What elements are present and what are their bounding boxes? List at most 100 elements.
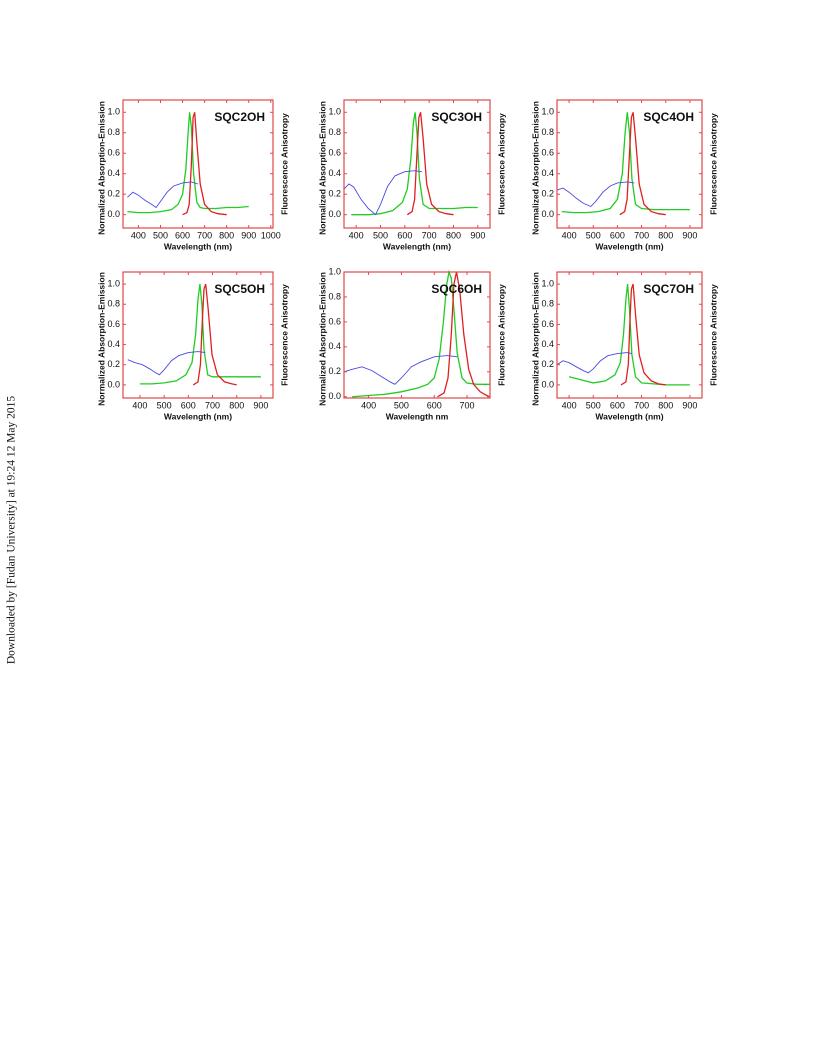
chart-title: SQC5OH: [214, 282, 265, 296]
y2-axis-label: Fluorescence Anisotropy: [279, 113, 289, 215]
x-tick-label: 400: [131, 230, 146, 240]
x-axis-label: Wavelength (nm): [595, 411, 663, 421]
x-tick-label: 800: [446, 230, 461, 240]
y-tick-label: 0.8: [328, 291, 341, 301]
y-axis-label: Normalized Absorption-Emission: [317, 272, 327, 406]
x-tick-label: 900: [470, 230, 485, 240]
y-tick-label: 0.4: [328, 341, 341, 351]
y-axis-label: Normalized Absorption-Emission: [317, 101, 327, 235]
x-axis-label: Wavelength (nm): [595, 241, 663, 251]
chart: 400 500 600 700 800 900 0.0 0.2 0.4 0.6 0.8 1.0 SQC4…: [530, 99, 718, 251]
y-tick-label: 0.4: [107, 339, 120, 349]
y2-axis-label: Fluorescence Anisotropy: [496, 113, 506, 215]
x-tick-label: 700: [197, 230, 212, 240]
y-tick-label: 0.6: [107, 148, 120, 158]
y-tick-label: 0.8: [107, 299, 120, 309]
y-tick-label: 0.0: [107, 209, 120, 219]
plot-frame: [556, 271, 703, 399]
y-tick-label: 1.0: [107, 107, 120, 117]
x-tick-label: 500: [153, 230, 168, 240]
data-line: [437, 271, 491, 398]
y-tick-label: 1.0: [328, 266, 341, 276]
plot-frame: [556, 99, 703, 229]
y-axis-label: Normalized Absorption-Emission: [96, 272, 106, 406]
x-tick-label: 800: [658, 400, 673, 410]
chart-title: SQC4OH: [643, 110, 694, 124]
data-line: [556, 352, 632, 374]
x-tick-label: 700: [634, 230, 649, 240]
y-tick-label: 1.0: [541, 107, 554, 117]
x-tick-label: 900: [241, 230, 256, 240]
y-tick-label: 0.0: [107, 379, 120, 389]
y-axis-label: Normalized Absorption-Emission: [530, 272, 540, 406]
y-tick-label: 0.0: [328, 391, 341, 401]
x-tick-label: 500: [586, 400, 601, 410]
chart: 400 500 600 700 800 900 1000 0.0 0.2 0.4 0.6 0.8 1.0…: [96, 99, 289, 251]
y-tick-label: 0.0: [328, 209, 341, 219]
x-tick-label: 500: [157, 400, 172, 410]
chart-title: SQC3OH: [431, 110, 482, 124]
x-tick-label: 900: [682, 400, 697, 410]
y2-axis-label: Fluorescence Anisotropy: [708, 113, 718, 215]
x-tick-label: 800: [658, 230, 673, 240]
x-tick-label: 1000: [261, 230, 281, 240]
plot-frame: [343, 99, 491, 229]
y-tick-label: 0.6: [328, 316, 341, 326]
side-note: Downloaded by [Fudan University] at 19:2…: [6, 396, 18, 665]
x-tick-label: 600: [397, 230, 412, 240]
y-tick-label: 1.0: [107, 278, 120, 288]
y-axis-label: Normalized Absorption-Emission: [96, 101, 106, 235]
x-tick-label: 800: [229, 400, 244, 410]
x-tick-label: 500: [394, 400, 409, 410]
x-tick-label: 700: [460, 400, 475, 410]
data-line: [139, 284, 261, 385]
y-tick-label: 0.6: [328, 148, 341, 158]
data-line: [619, 112, 666, 216]
x-tick-label: 700: [422, 230, 437, 240]
y-tick-label: 0.0: [541, 379, 554, 389]
x-tick-label: 400: [132, 400, 147, 410]
y-tick-label: 0.8: [541, 127, 554, 137]
x-tick-label: 900: [253, 400, 268, 410]
x-axis-label: Wavelength (nm): [383, 241, 451, 251]
x-tick-label: 400: [562, 400, 577, 410]
x-axis-label: Wavelength nm: [386, 411, 449, 421]
plot-frame: [343, 271, 491, 399]
y-tick-label: 0.6: [541, 319, 554, 329]
chart-title: SQC2OH: [214, 110, 265, 124]
x-tick-label: 500: [586, 230, 601, 240]
y-tick-label: 0.4: [541, 168, 554, 178]
y-tick-label: 0.4: [541, 339, 554, 349]
data-line: [352, 269, 490, 398]
x-axis-label: Wavelength (nm): [164, 411, 232, 421]
data-line: [127, 181, 199, 209]
x-tick-label: 700: [634, 400, 649, 410]
y2-axis-label: Fluorescence Anisotropy: [708, 284, 718, 386]
y-tick-label: 0.8: [328, 127, 341, 137]
x-tick-label: 600: [610, 400, 625, 410]
y-tick-label: 0.4: [107, 168, 120, 178]
x-tick-label: 400: [562, 230, 577, 240]
chart: 400 500 600 700 800 900 0.0 0.2 0.4 0.6 0.8 1.0 SQC3…: [317, 99, 506, 251]
data-line: [192, 283, 237, 386]
data-line: [406, 112, 454, 216]
y-tick-label: 0.6: [107, 319, 120, 329]
plot-frame: [122, 99, 274, 229]
data-line: [127, 351, 206, 376]
y-tick-label: 1.0: [541, 278, 554, 288]
x-tick-label: 600: [427, 400, 442, 410]
data-line: [351, 112, 478, 216]
chart: 400 500 600 700 0.0 0.2 0.4 0.6 0.8 1.0 SQC6OH Wave…: [317, 266, 506, 421]
y-tick-label: 0.2: [107, 359, 120, 369]
y-tick-label: 0.2: [541, 189, 554, 199]
chart-title: SQC7OH: [643, 282, 694, 296]
y-tick-label: 0.0: [541, 209, 554, 219]
data-line: [561, 112, 690, 214]
x-tick-label: 900: [682, 230, 697, 240]
chart-title: SQC6OH: [431, 282, 482, 296]
y2-axis-label: Fluorescence Anisotropy: [279, 284, 289, 386]
x-tick-label: 700: [205, 400, 220, 410]
y-tick-label: 0.2: [328, 189, 341, 199]
y-tick-label: 0.8: [541, 299, 554, 309]
data-line: [343, 355, 458, 385]
